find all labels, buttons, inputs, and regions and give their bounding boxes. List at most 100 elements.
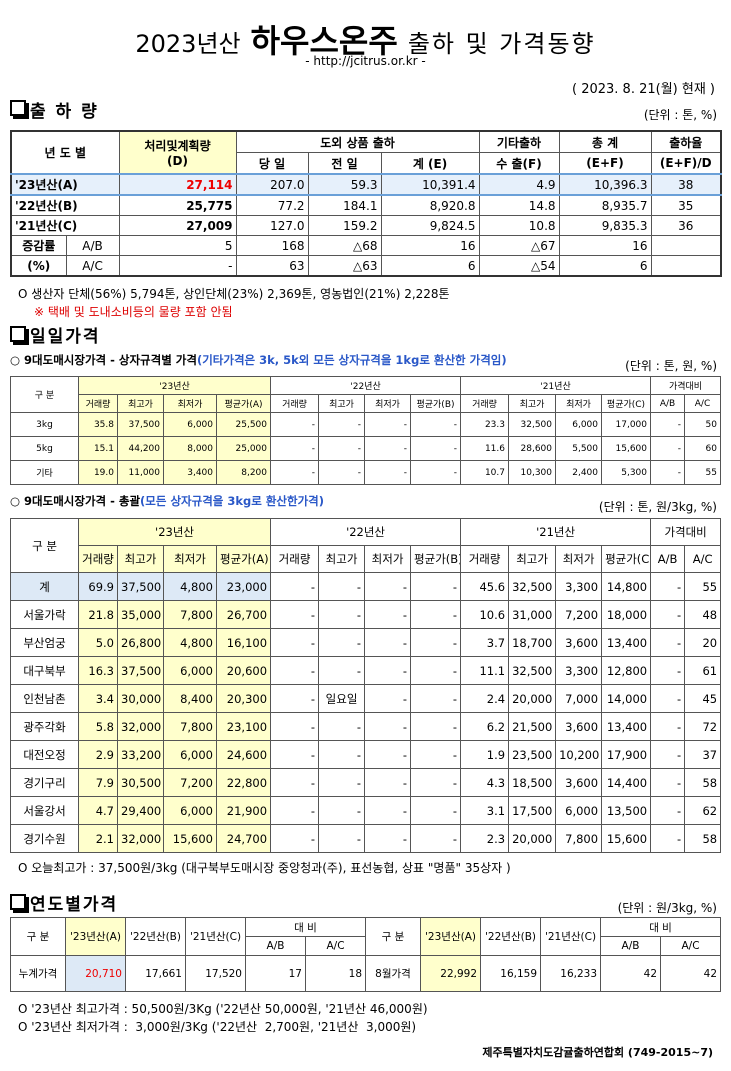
cell: - [410,740,462,769]
cell: - [318,460,365,485]
header-cell: 총 계 [558,130,652,153]
cell: 3,300 [555,572,603,601]
cell: 32,500 [508,572,557,601]
cell: - [650,656,686,685]
cell: 4,800 [163,572,217,601]
header-cell: '22년산(B) [125,917,186,956]
cell: - [318,572,366,601]
cell: - [410,768,462,797]
cell: 16 [380,235,480,256]
cell: 8,400 [163,684,217,713]
cell: 19.0 [78,460,118,485]
header-cell: 최저가 [163,394,217,413]
cell: - [650,740,686,769]
cell: 35 [650,194,722,216]
row-label: 대구북부 [10,656,79,685]
cell: 21,500 [508,712,557,741]
cell: 26,800 [117,628,164,657]
note: ※ 택배 및 도내소비등의 물량 포함 안됨 [34,305,233,319]
header-cell: 최고가 [318,545,366,573]
cell: 44,200 [117,436,164,461]
cell: 18 [304,955,367,992]
cell: 28,600 [508,436,556,461]
thead: 구 분 '23년산 '22년산 '21년산 가격대비 거래량 최고가 최저가 평균가(A) 거래량… [10,518,722,573]
header-cell: 처리및계획량 (D) [118,130,237,175]
cell: - [364,412,411,437]
cell: 10.7 [460,460,509,485]
section-heading: 일일가격 [30,327,101,347]
cell: 21.8 [78,600,118,629]
heading-icon [10,100,26,116]
header-cell: '21년산(C) [540,917,602,956]
cell: - [410,796,462,825]
cell: 2.3 [460,824,510,853]
cell: - [318,796,366,825]
header-cell: 최고가 [117,394,164,413]
cell: 3.7 [460,628,510,657]
cell: 63 [235,255,309,277]
cell: 7,200 [163,768,217,797]
cell: 11.6 [460,436,509,461]
cell: 27,114 [118,173,237,196]
table-row: 5kg 15.1 44,200 8,000 25,000- - - -11.6 28,600 5,… [10,436,721,461]
cell: 55 [684,572,722,601]
cell: - [318,768,366,797]
header-cell: A/C [684,545,722,573]
table-row: 경기구리 7.9 30,500 7,200 22,800- - - -4.3 18,500 3,6… [10,768,722,797]
row-label: 계 [10,572,79,601]
cell: - [118,255,237,277]
cell: 59.3 [307,173,382,196]
row-label: 8월가격 [365,955,422,992]
summary-price-table: 구 분 '23년산 '22년산 '21년산 가격대비 거래량 최고가 최저가 평균가(A) 거래량… [10,518,722,853]
header-cell: 출하율 [650,130,722,153]
cell: 5 [118,235,237,256]
cell: - [650,796,686,825]
cell: 58 [684,768,722,797]
cell: 15,600 [601,436,651,461]
cell: 17,900 [601,740,652,769]
cell: 17 [245,955,306,992]
cell: - [364,628,412,657]
cell: 6,000 [163,656,217,685]
cell: 45.6 [460,572,510,601]
cell: 35.8 [78,412,118,437]
sub-title-text: ○ 9대도매시장가격 - 총괄 [10,494,141,508]
cell: 207.0 [235,173,309,196]
cell: 6,000 [163,796,217,825]
row-label: 기타 [10,460,79,485]
header-cell: 평균가(A) [216,394,271,413]
table-row: 광주각화 5.8 32,000 7,800 23,100- - - -6.2 21,500 3,6… [10,712,722,741]
table-row: (%) A/C -63 △63 6 △54 6 [10,255,722,277]
unit: (단위 : 원/3kg, %) [617,901,717,915]
cell: - [270,712,320,741]
header-row: 구 분 '23년산 '22년산 '21년산 가격대비 [10,376,721,413]
header-row: 구 분 '23년산 '22년산 '21년산 가격대비 [10,518,722,573]
cell: 168 [235,235,309,256]
cell: - [410,436,461,461]
cell: - [410,684,462,713]
cell: 22,800 [215,768,272,797]
row-label: '23년산(A) [10,173,120,196]
table-row: 서울가락 21.8 35,000 7,800 26,700- - - -10.6 31,000 7… [10,600,722,629]
header-cell: '21년산(C) [185,917,246,956]
table-row: 기타 19.0 11,000 3,400 8,200- - - -10.7 10,300 2,40… [10,460,721,485]
shipment-table: 년 도 별 처리및계획량 (D) 도외 상품 출하 기타출하 총 계 출하율 당 … [10,130,723,277]
cell [650,235,722,256]
cell: △68 [307,235,382,256]
cell: 35,000 [117,600,164,629]
header-text: 처리및계획량 [144,139,211,153]
cell: 20,000 [508,824,557,853]
cell: △67 [478,235,560,256]
cell: 8,200 [216,460,271,485]
note: O 오늘최고가 : 37,500원/3kg (대구북부도매시장 중앙청과(주),… [18,861,511,875]
cell: - [650,460,685,485]
cell: 25,000 [216,436,271,461]
cell: 14,400 [601,768,652,797]
cell: 7,800 [163,600,217,629]
cell: - [410,600,462,629]
cell: 23.3 [460,412,509,437]
cell: 33,200 [117,740,164,769]
cell: 15,600 [601,824,652,853]
cell: 16.3 [78,656,118,685]
